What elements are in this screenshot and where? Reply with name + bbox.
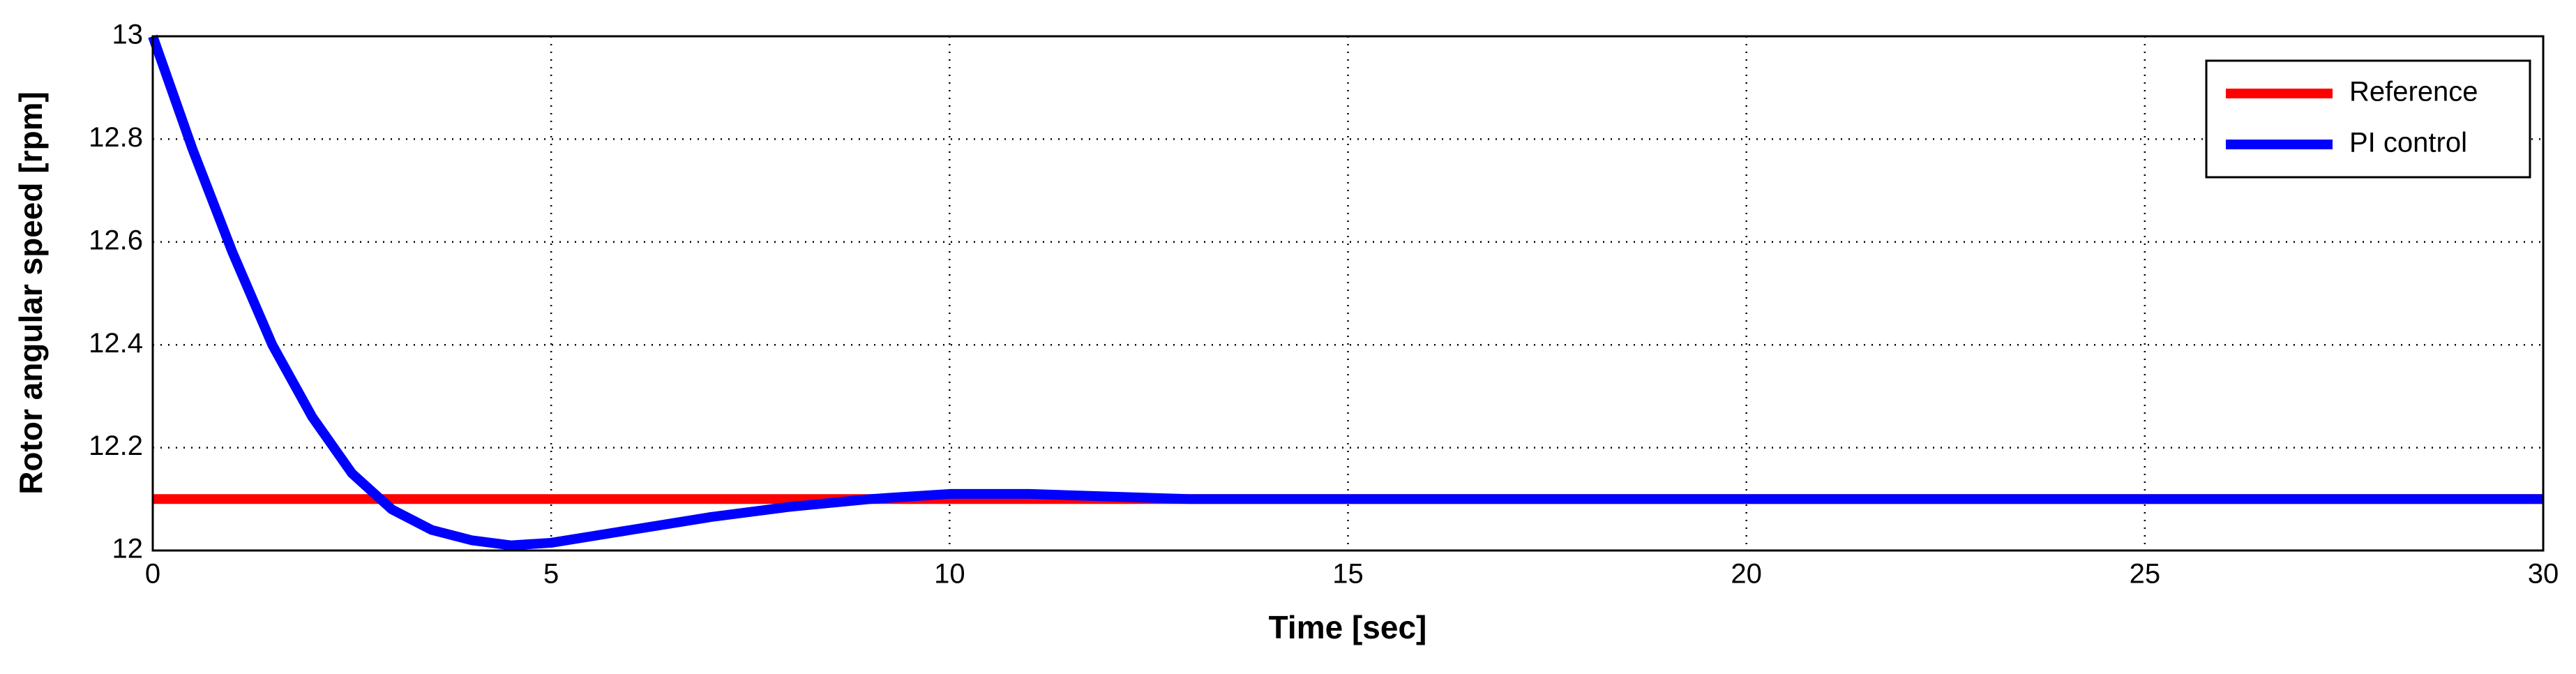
y-axis-label: Rotor angular speed [rpm] bbox=[13, 91, 49, 495]
x-tick-label: 0 bbox=[145, 559, 160, 590]
legend-label: Reference bbox=[2349, 77, 2478, 107]
y-tick-label: 12.2 bbox=[89, 430, 143, 461]
x-axis-label: Time [sec] bbox=[1269, 609, 1427, 645]
y-tick-label: 12.4 bbox=[89, 328, 143, 359]
x-tick-label: 5 bbox=[543, 559, 559, 590]
x-tick-label: 30 bbox=[2528, 559, 2559, 590]
y-tick-label: 12.8 bbox=[89, 122, 143, 153]
axes-frame bbox=[151, 35, 2545, 552]
x-tick-label: 10 bbox=[934, 559, 965, 590]
x-tick-label: 20 bbox=[1731, 559, 1762, 590]
x-tick-label: 15 bbox=[1332, 559, 1364, 590]
y-tick-label: 13 bbox=[112, 20, 144, 50]
series-line bbox=[148, 34, 2543, 551]
y-tick-label: 12.6 bbox=[89, 225, 143, 255]
x-tick-label: 25 bbox=[2130, 559, 2161, 590]
y-tick-label: 12 bbox=[112, 534, 144, 564]
legend-box bbox=[2205, 59, 2531, 179]
legend-label: PI control bbox=[2349, 128, 2467, 158]
